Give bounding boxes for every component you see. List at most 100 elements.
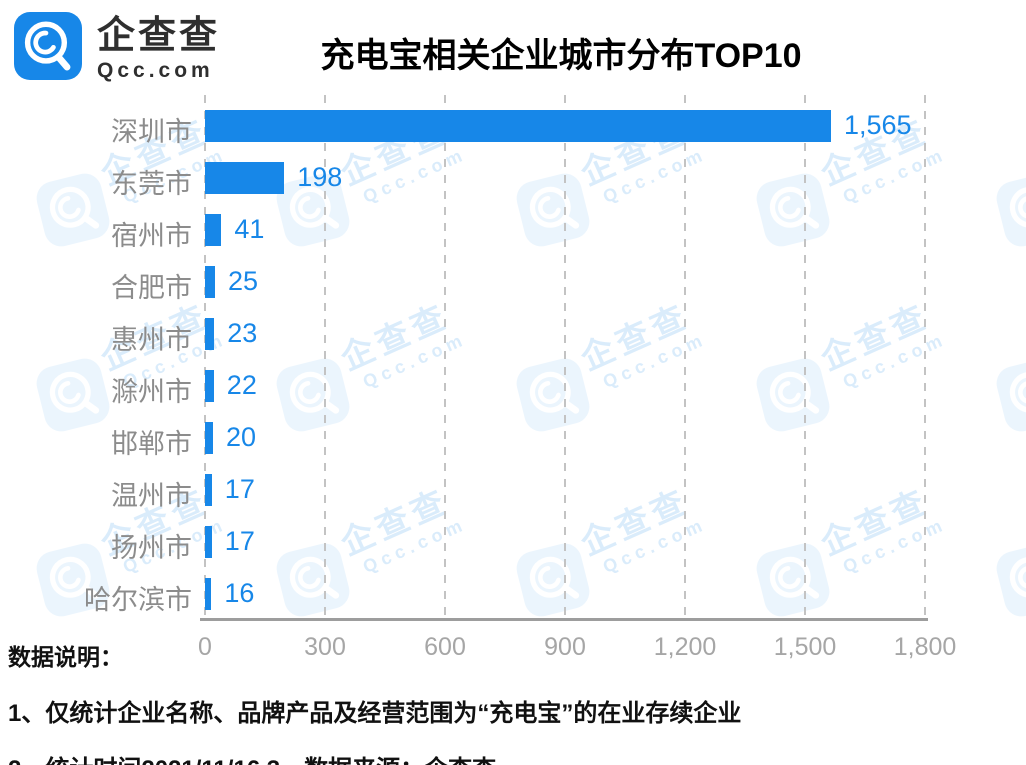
bar — [205, 578, 212, 610]
x-tick-label: 1,500 — [773, 633, 837, 661]
bar — [205, 214, 222, 246]
note-line-2: 2、统计时间2021/11/16 3、数据来源：企查查 — [8, 749, 741, 765]
value-label: 23 — [227, 318, 258, 348]
grid-line — [444, 95, 446, 620]
brand-domain: Qcc.com — [97, 59, 214, 82]
x-tick-label: 1,800 — [893, 633, 957, 661]
watermark-logo-icon — [512, 539, 594, 621]
city-label: 滁州市 — [111, 377, 192, 407]
watermark-text-en: Qcc.com — [359, 143, 470, 208]
watermark-text-en: Qcc.com — [839, 513, 950, 578]
grid-line — [324, 95, 326, 620]
city-label: 温州市 — [111, 481, 192, 511]
grid-line — [684, 95, 686, 620]
city-label: 惠州市 — [111, 325, 192, 355]
watermark-text-en: Qcc.com — [839, 143, 950, 208]
x-axis-line — [200, 618, 928, 621]
bar — [205, 526, 212, 558]
watermark-text-cn: 企查查 — [815, 481, 935, 562]
watermark-text-en: Qcc.com — [359, 328, 470, 393]
data-notes: 数据说明： 1、仅统计企业名称、品牌产品及经营范围为“充电宝”的在业存续企业 2… — [8, 644, 741, 765]
value-label: 1,565 — [844, 110, 912, 140]
watermark-logo-icon — [512, 169, 594, 251]
value-label: 41 — [234, 214, 265, 244]
grid-line — [564, 95, 566, 620]
value-label: 20 — [226, 422, 257, 452]
watermark-logo-icon — [752, 169, 834, 251]
city-label: 合肥市 — [111, 273, 192, 303]
watermark-text-en: Qcc.com — [599, 513, 710, 578]
watermark-text-cn: 企查查 — [335, 296, 455, 377]
watermark-text-cn: 企查查 — [815, 296, 935, 377]
city-label: 哈尔滨市 — [84, 585, 192, 615]
bar — [205, 422, 213, 454]
city-label: 宿州市 — [111, 221, 192, 251]
watermark-logo-icon — [512, 354, 594, 436]
watermark-logo-icon — [992, 169, 1026, 251]
watermark-text-cn: 企查查 — [335, 481, 455, 562]
value-label: 22 — [226, 370, 257, 400]
grid-line — [804, 95, 806, 620]
watermark-text: 企查查 Qcc.com — [815, 481, 950, 580]
watermark-text-cn: 企查查 — [575, 296, 695, 377]
brand-name: 企查查 — [97, 15, 221, 57]
watermark-text: 企查查 Qcc.com — [335, 481, 470, 580]
value-label: 16 — [224, 578, 255, 608]
watermark-text: 企查查 Qcc.com — [815, 296, 950, 395]
value-label: 17 — [224, 526, 255, 556]
watermark-text: 企查查 Qcc.com — [575, 296, 710, 395]
city-label: 扬州市 — [111, 533, 192, 563]
grid-line — [204, 95, 206, 620]
grid-line — [924, 95, 926, 620]
watermark-logo-icon — [752, 354, 834, 436]
bar — [205, 110, 831, 142]
bar — [205, 318, 215, 350]
watermark-text-cn: 企查查 — [575, 481, 695, 562]
x-tick-label: 1,200 — [653, 633, 717, 661]
watermark-text: 企查查 Qcc.com — [575, 481, 710, 580]
watermark-text-en: Qcc.com — [359, 513, 470, 578]
notes-heading: 数据说明： — [8, 644, 123, 670]
city-label: 邯郸市 — [111, 429, 192, 459]
city-label: 东莞市 — [111, 169, 192, 199]
watermark-text-en: Qcc.com — [839, 328, 950, 393]
qcc-logo-icon — [14, 12, 82, 80]
bar — [205, 370, 214, 402]
value-label: 17 — [224, 474, 255, 504]
value-label: 198 — [297, 162, 343, 192]
x-tick-label: 900 — [544, 633, 586, 661]
watermark-text-en: Qcc.com — [599, 328, 710, 393]
watermark-logo-icon — [752, 539, 834, 621]
x-tick-label: 600 — [424, 633, 466, 661]
note-line-1: 1、仅统计企业名称、品牌产品及经营范围为“充电宝”的在业存续企业 — [8, 699, 742, 727]
bar — [205, 162, 285, 194]
watermark-text: 企查查 Qcc.com — [335, 296, 470, 395]
watermark-logo-icon — [992, 539, 1026, 621]
brand-wordmark: 企查查 Qcc.com — [97, 17, 220, 81]
watermark-logo-icon — [272, 354, 354, 436]
bar — [205, 474, 212, 506]
x-tick-label: 0 — [198, 633, 212, 661]
x-tick-label: 300 — [304, 633, 346, 661]
page-title: 充电宝相关企业城市分布TOP10 — [320, 37, 802, 75]
watermark-logo-icon — [992, 354, 1026, 436]
city-label: 深圳市 — [111, 117, 192, 147]
watermark-logo-icon — [272, 539, 354, 621]
watermark-text-en: Qcc.com — [599, 143, 710, 208]
bar — [205, 266, 215, 298]
magnifier-glyph — [24, 21, 71, 71]
value-label: 25 — [228, 266, 259, 296]
